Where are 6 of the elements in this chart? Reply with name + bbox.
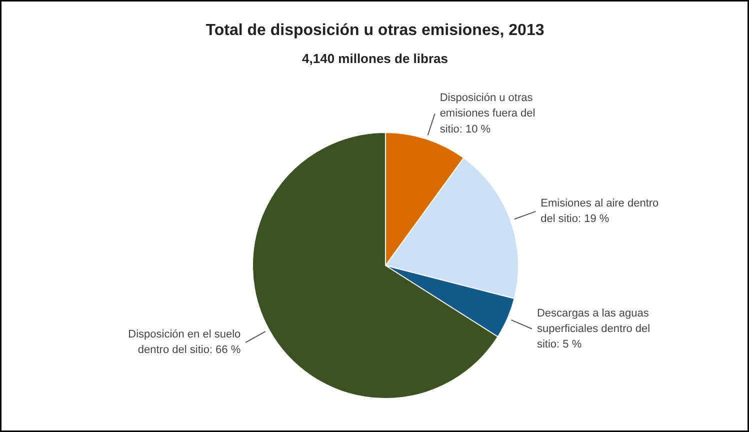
chart-subtitle: 4,140 millones de libras [302, 51, 448, 66]
slice-label: Descargas a las aguas superficiales dentro del sitio: 5 % [536, 307, 650, 350]
slice-label: Disposición u otras emisiones fuera del sitio: 10 % [440, 92, 536, 136]
slice-label: Disposición en el suelo dentro del sitio: 66 % [128, 328, 241, 356]
chart-title: Total de disposición u otras emisiones, 2013 [206, 22, 544, 39]
slice-label: Emisiones al aire dentro del sitio: 19 % [540, 198, 659, 226]
